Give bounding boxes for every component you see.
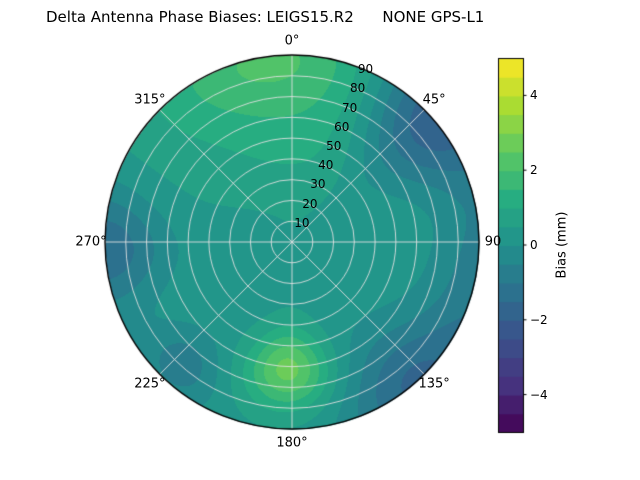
- colorbar-tick-label: −4: [530, 387, 548, 402]
- radial-tick-label: 20: [302, 196, 318, 211]
- radial-tick-label: 10: [294, 215, 310, 230]
- radial-tick-label: 40: [318, 158, 334, 173]
- colorbar-tick-label: 4: [530, 88, 538, 103]
- azimuth-tick-label: 315°: [134, 92, 166, 108]
- chart-title: Delta Antenna Phase Biases: LEIGS15.R2 N…: [46, 8, 485, 26]
- azimuth-tick-label: 0°: [284, 33, 300, 49]
- azimuth-tick-label: 270°: [75, 234, 107, 250]
- azimuth-tick-label: 225°: [134, 376, 166, 392]
- azimuth-tick-label: 180°: [276, 435, 308, 451]
- azimuth-tick-label: 135°: [418, 376, 450, 392]
- colorbar-tick-label: 2: [530, 163, 538, 178]
- colorbar-tick-label: 0: [530, 238, 538, 252]
- colorbar-axis-label: Bias (mm): [554, 211, 570, 279]
- radial-tick-label: 30: [310, 177, 326, 192]
- radial-tick-label: 80: [349, 81, 366, 96]
- radial-tick-label: 60: [334, 119, 350, 134]
- azimuth-tick-label: 90: [484, 234, 502, 250]
- radial-tick-label: 70: [342, 100, 358, 115]
- radial-tick-label: 50: [326, 139, 342, 154]
- azimuth-tick-label: 45°: [422, 92, 446, 108]
- colorbar-tick-label: −2: [530, 312, 548, 327]
- radial-tick-label: 90: [357, 62, 374, 77]
